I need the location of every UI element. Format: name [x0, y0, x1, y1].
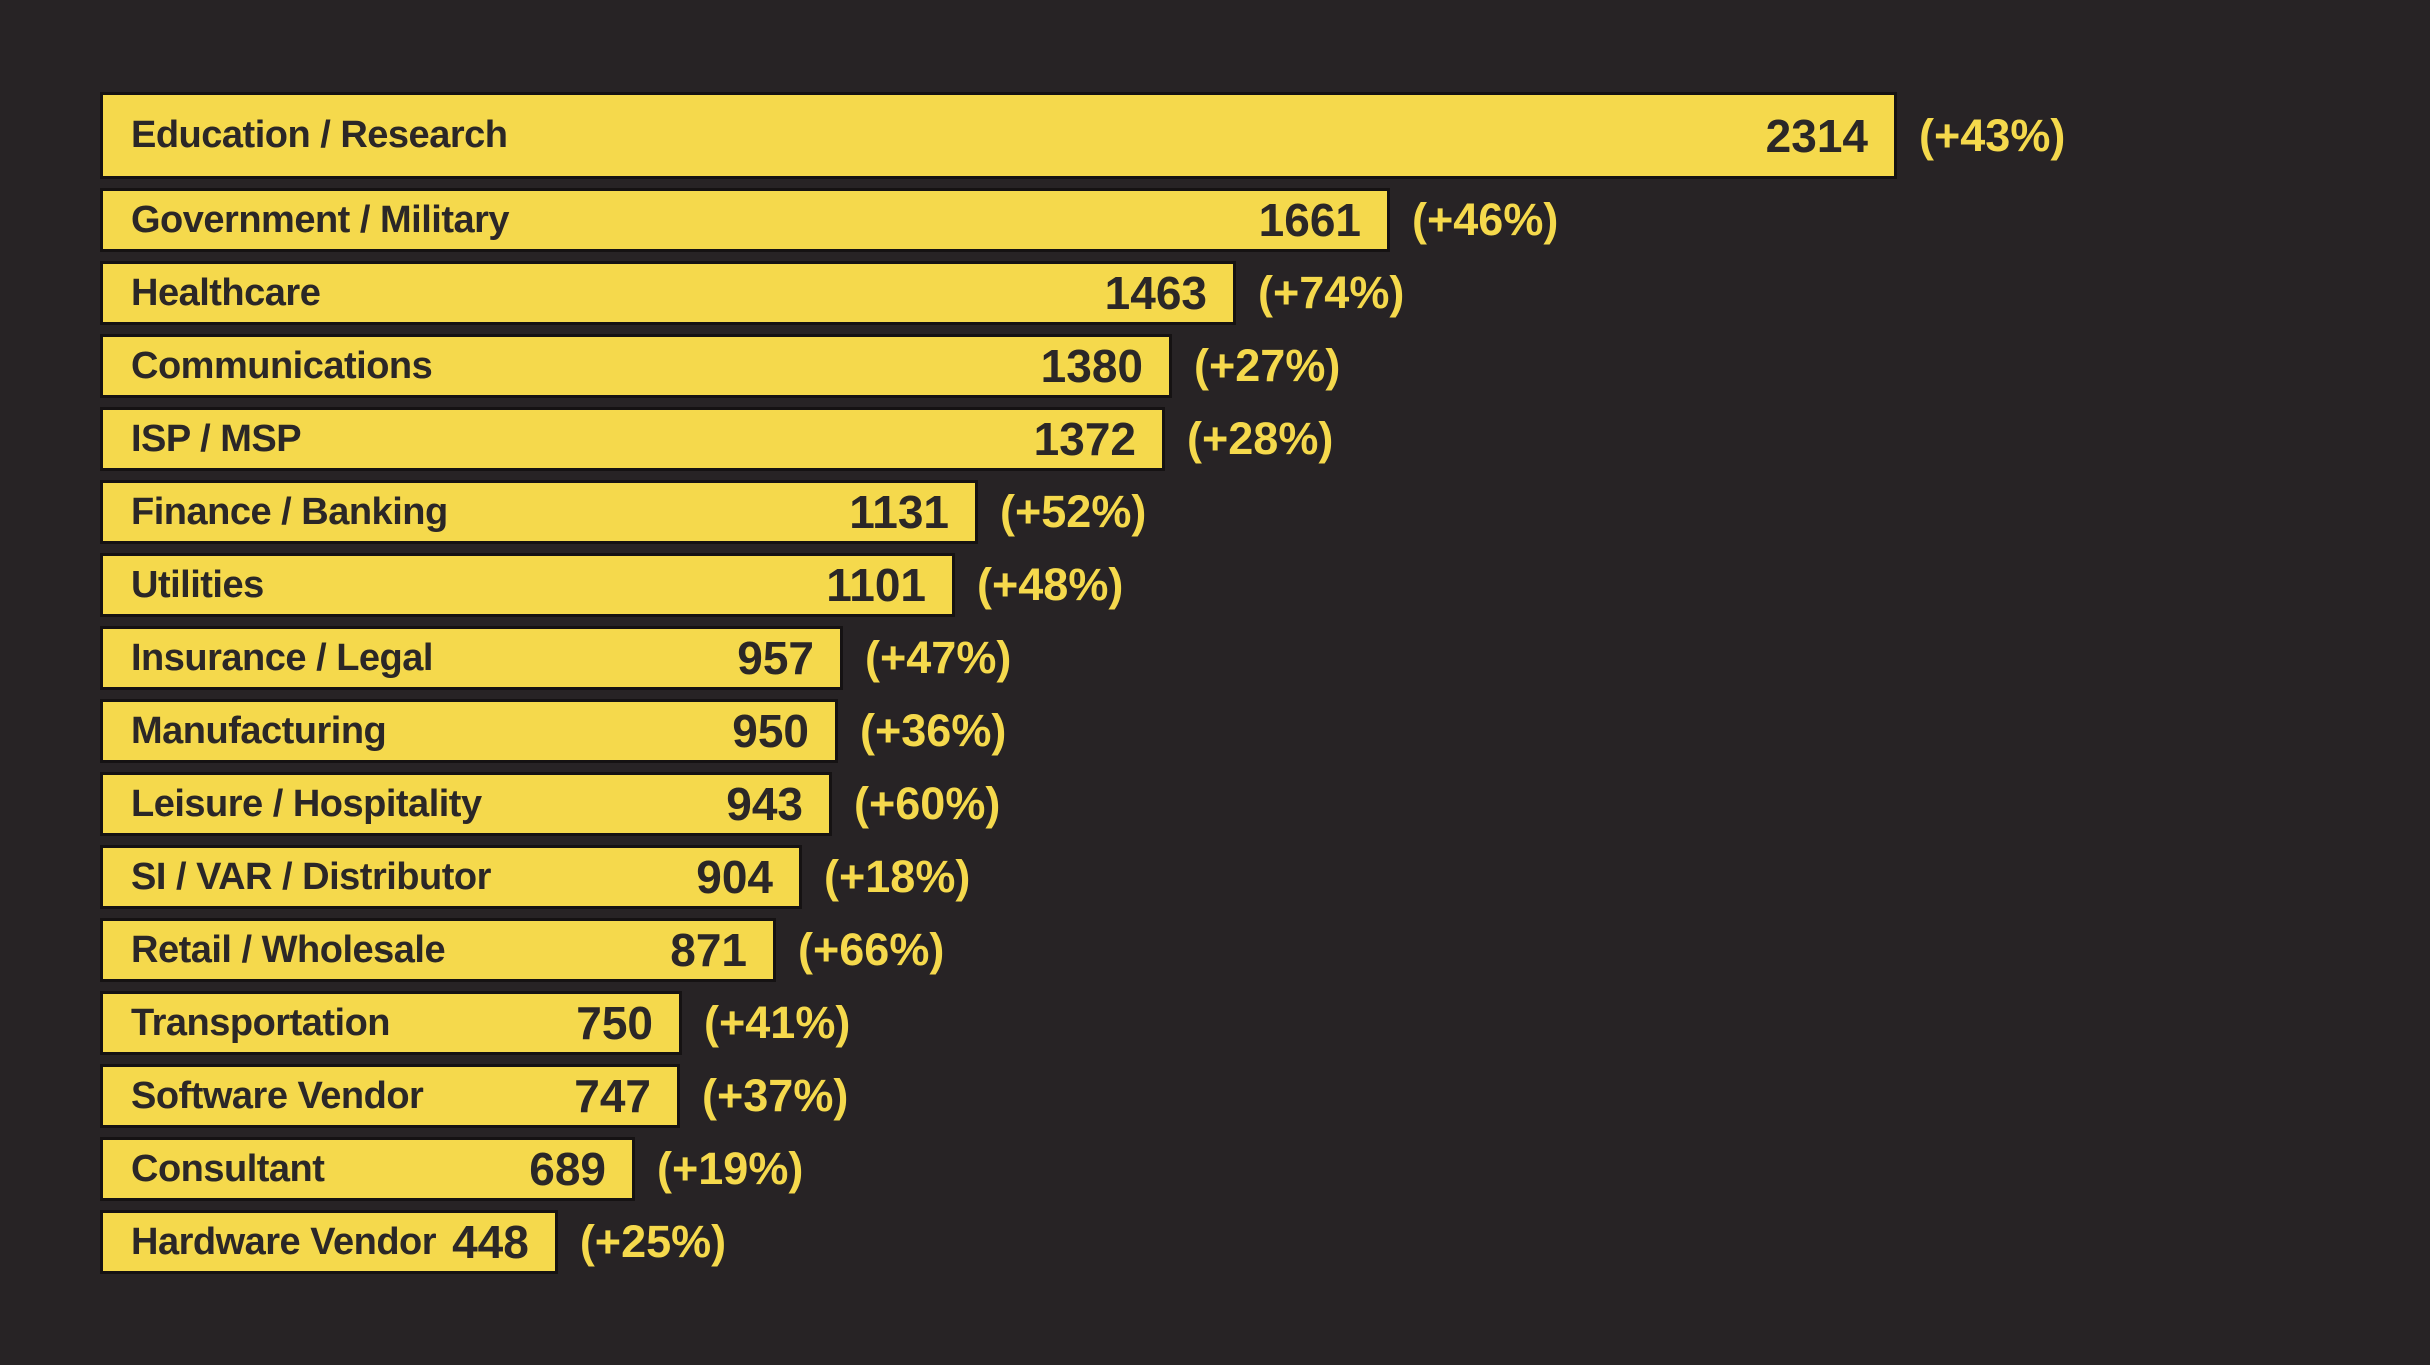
chart-row: Hardware Vendor 448 (+25%): [100, 1210, 2065, 1274]
category-label: Communications: [131, 344, 433, 387]
category-label: ISP / MSP: [131, 417, 302, 460]
value-label: 747: [574, 1070, 651, 1122]
category-label: Manufacturing: [131, 709, 387, 752]
category-bar: ISP / MSP 1372: [100, 407, 1165, 471]
change-percent-label: (+18%): [824, 851, 971, 902]
category-bar: Consultant 689: [100, 1137, 635, 1201]
category-bar: Retail / Wholesale 871: [100, 918, 776, 982]
category-label: Finance / Banking: [131, 490, 448, 533]
category-label: Transportation: [131, 1001, 391, 1044]
category-bar: Insurance / Legal 957: [100, 626, 843, 690]
chart-row: Insurance / Legal 957 (+47%): [100, 626, 2065, 690]
category-label: Consultant: [131, 1147, 325, 1190]
category-bar: Utilities 1101: [100, 553, 955, 617]
category-bar: Finance / Banking 1131: [100, 480, 978, 544]
chart-row: ISP / MSP 1372 (+28%): [100, 407, 2065, 471]
chart-row: Education / Research 2314 (+43%): [100, 92, 2065, 179]
value-label: 1372: [1033, 413, 1136, 465]
value-label: 904: [696, 851, 773, 903]
category-label: Insurance / Legal: [131, 636, 433, 679]
change-percent-label: (+46%): [1412, 194, 1559, 245]
chart-row: Communications 1380 (+27%): [100, 334, 2065, 398]
change-percent-label: (+27%): [1194, 340, 1341, 391]
chart-row: Consultant 689 (+19%): [100, 1137, 2065, 1201]
change-percent-label: (+37%): [702, 1070, 849, 1121]
value-label: 448: [452, 1216, 529, 1268]
chart-row: Government / Military 1661 (+46%): [100, 188, 2065, 252]
value-label: 1101: [826, 559, 926, 611]
change-percent-label: (+25%): [579, 1216, 727, 1267]
change-percent-label: (+66%): [798, 924, 945, 975]
value-label: 950: [732, 705, 809, 757]
category-bar: Manufacturing 950: [100, 699, 838, 763]
change-percent-label: (+74%): [1258, 267, 1405, 318]
category-label: Hardware Vendor: [131, 1220, 437, 1263]
category-bar: Communications 1380: [100, 334, 1172, 398]
change-percent-label: (+41%): [704, 997, 851, 1048]
chart-row: Manufacturing 950 (+36%): [100, 699, 2065, 763]
category-label: Healthcare: [131, 271, 321, 314]
chart-row: Software Vendor 747 (+37%): [100, 1064, 2065, 1128]
category-bar: Education / Research 2314: [100, 92, 1897, 179]
value-label: 1131: [849, 486, 949, 538]
change-percent-label: (+19%): [657, 1143, 804, 1194]
value-label: 1463: [1104, 267, 1207, 319]
category-label: Utilities: [131, 563, 264, 606]
category-label: SI / VAR / Distributor: [131, 855, 491, 898]
chart-row: Retail / Wholesale 871 (+66%): [100, 918, 2065, 982]
chart-row: Leisure / Hospitality 943 (+60%): [100, 772, 2065, 836]
category-bar: Software Vendor 747: [100, 1064, 680, 1128]
change-percent-label: (+47%): [865, 632, 1012, 683]
change-percent-label: (+36%): [860, 705, 1007, 756]
change-percent-label: (+28%): [1187, 413, 1334, 464]
chart-row: SI / VAR / Distributor 904 (+18%): [100, 845, 2065, 909]
category-bar: Government / Military 1661: [100, 188, 1390, 252]
value-label: 2314: [1765, 109, 1868, 162]
chart-row: Finance / Banking 1131 (+52%): [100, 480, 2065, 544]
value-label: 871: [670, 924, 747, 976]
category-bar: SI / VAR / Distributor 904: [100, 845, 802, 909]
change-percent-label: (+60%): [854, 778, 1001, 829]
category-label: Software Vendor: [131, 1074, 424, 1117]
value-label: 1380: [1040, 340, 1143, 392]
chart-row: Utilities 1101 (+48%): [100, 553, 2065, 617]
category-bar: Leisure / Hospitality 943: [100, 772, 832, 836]
value-label: 957: [737, 632, 814, 684]
category-label: Education / Research: [131, 114, 508, 156]
chart-row: Healthcare 1463 (+74%): [100, 261, 2065, 325]
chart-row: Transportation 750 (+41%): [100, 991, 2065, 1055]
category-label: Leisure / Hospitality: [131, 782, 482, 825]
category-label: Government / Military: [131, 198, 510, 241]
change-percent-label: (+52%): [1000, 486, 1147, 537]
category-bar: Transportation 750: [100, 991, 682, 1055]
value-label: 943: [726, 778, 803, 830]
horizontal-bar-chart: Education / Research 2314 (+43%) Governm…: [100, 92, 2065, 1274]
value-label: 689: [529, 1143, 606, 1195]
category-bar: Hardware Vendor 448: [100, 1210, 558, 1274]
category-label: Retail / Wholesale: [131, 928, 446, 971]
category-bar: Healthcare 1463: [100, 261, 1236, 325]
change-percent-label: (+43%): [1919, 109, 2066, 161]
value-label: 750: [576, 997, 653, 1049]
value-label: 1661: [1258, 194, 1361, 246]
change-percent-label: (+48%): [977, 559, 1124, 610]
